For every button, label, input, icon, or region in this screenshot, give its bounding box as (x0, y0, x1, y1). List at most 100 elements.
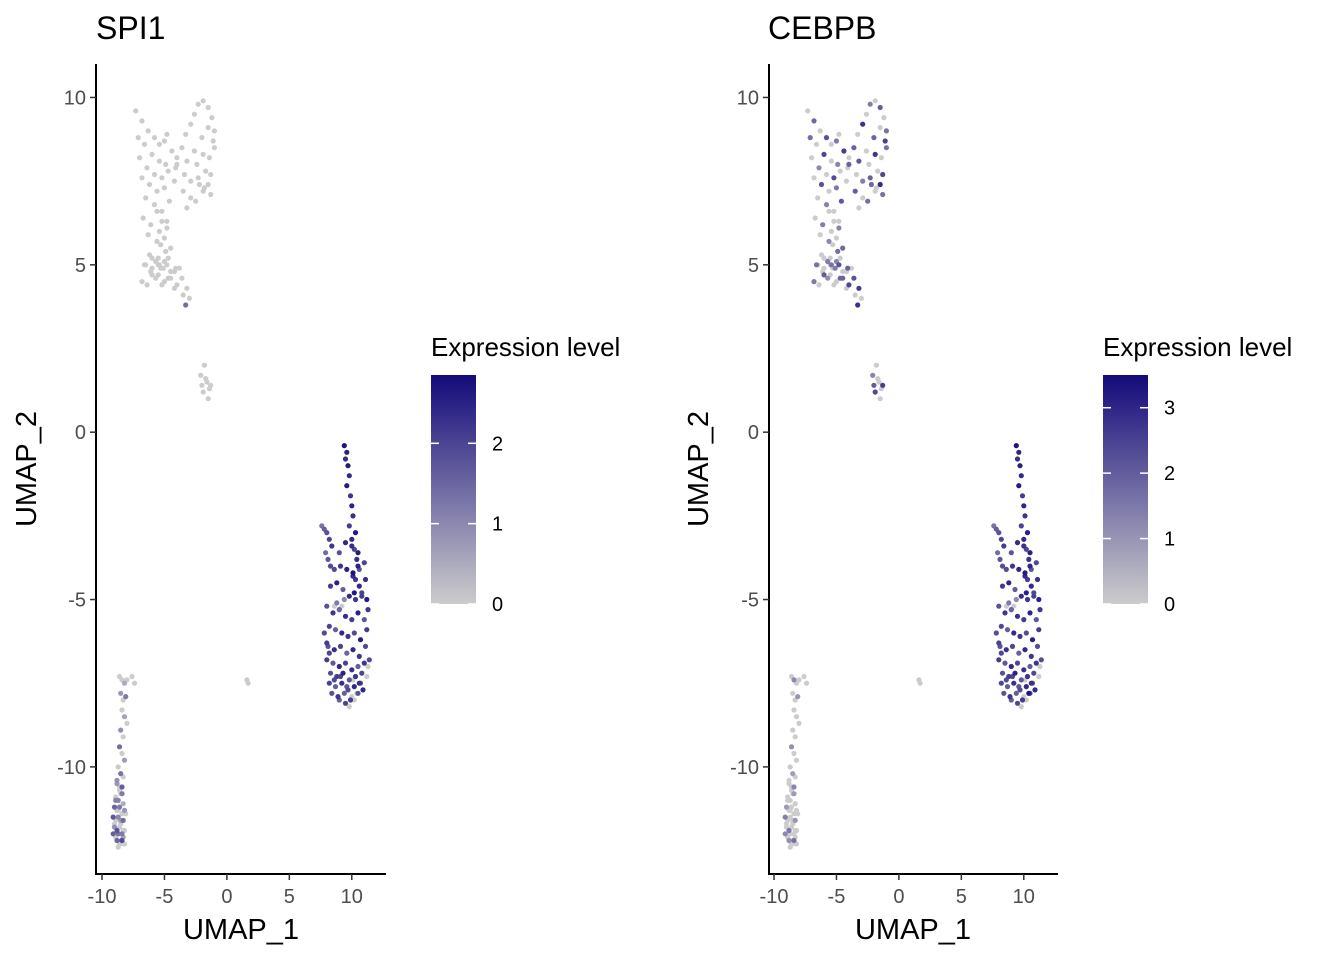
data-point (999, 563, 1006, 569)
data-point (349, 617, 355, 623)
data-point (208, 382, 214, 388)
data-point (165, 275, 171, 281)
data-point (145, 128, 151, 134)
data-point (1014, 660, 1021, 666)
data-point (139, 279, 145, 285)
data-point (188, 178, 194, 184)
data-point (332, 684, 339, 690)
data-point (836, 218, 842, 224)
data-point (996, 530, 1002, 536)
data-point (832, 265, 838, 271)
data-point (788, 744, 795, 750)
data-point (121, 680, 128, 686)
data-point (153, 275, 159, 281)
y-tick-label: 0 (748, 422, 759, 444)
data-point (1004, 627, 1011, 633)
data-point (344, 449, 350, 455)
data-point (1002, 610, 1008, 616)
data-point (873, 185, 880, 191)
data-point (184, 158, 190, 164)
data-point (203, 168, 209, 174)
data-point (188, 121, 194, 127)
data-point (131, 680, 138, 686)
x-tick-label: 10 (341, 886, 363, 908)
data-point (323, 550, 329, 556)
data-point (786, 777, 792, 783)
data-point (349, 543, 355, 549)
data-point (1001, 690, 1007, 696)
data-point (999, 670, 1006, 676)
data-point (326, 623, 332, 629)
data-point (1026, 690, 1032, 696)
data-point (783, 804, 790, 810)
data-point (119, 837, 125, 844)
data-point (815, 195, 821, 201)
colorbar-legend: Expression level 0 1 2 (431, 332, 620, 616)
data-point (792, 734, 798, 740)
data-point (1014, 613, 1021, 619)
x-tick-label: -10 (760, 886, 789, 908)
x-axis-label: UMAP_1 (855, 914, 971, 946)
data-point (159, 218, 165, 224)
data-point (835, 248, 841, 254)
data-point (336, 663, 342, 670)
data-point (821, 151, 827, 157)
data-point (1022, 570, 1028, 576)
data-point (1011, 630, 1017, 636)
x-tick-label: -5 (828, 886, 846, 908)
data-point (787, 764, 793, 770)
data-point (1007, 694, 1013, 700)
y-ticks: 10 5 0 -5 -10 (730, 87, 769, 779)
data-point (875, 168, 881, 174)
data-point (846, 282, 852, 288)
data-point (180, 188, 186, 194)
data-point (843, 178, 850, 184)
data-point (840, 275, 846, 281)
x-tick-label: -10 (88, 886, 117, 908)
data-point (164, 218, 170, 224)
data-point (118, 771, 124, 777)
data-point (1024, 673, 1031, 680)
data-point (245, 680, 251, 686)
data-point (200, 151, 206, 157)
data-point (168, 268, 174, 275)
data-point (161, 185, 167, 191)
data-point (1028, 653, 1034, 660)
data-point (191, 148, 197, 154)
data-point (156, 228, 162, 234)
data-point (883, 145, 890, 151)
data-point (346, 473, 352, 479)
data-point (120, 734, 126, 740)
data-point (811, 175, 817, 181)
data-point (1021, 543, 1027, 549)
x-tick-label: 0 (221, 886, 232, 908)
data-point (345, 687, 351, 693)
data-point (1024, 596, 1031, 603)
data-point (324, 530, 330, 536)
data-point (355, 610, 361, 616)
data-point (203, 376, 209, 382)
data-point (795, 694, 801, 700)
data-point (339, 630, 345, 636)
data-point (996, 657, 1002, 663)
data-point (342, 613, 349, 619)
data-point (1008, 550, 1014, 556)
data-point (161, 235, 167, 241)
data-point (837, 255, 843, 261)
data-point (165, 255, 171, 261)
data-point (149, 151, 155, 157)
y-ticks: 10 5 0 -5 -10 (57, 87, 96, 779)
data-point (856, 205, 862, 211)
data-point (146, 181, 153, 188)
data-point (355, 690, 361, 696)
data-point (995, 550, 1001, 556)
colorbar-tick-label: 1 (1164, 529, 1175, 551)
data-point (195, 175, 201, 181)
data-point (917, 680, 923, 686)
data-point (159, 282, 165, 288)
data-point (1018, 593, 1024, 599)
data-point (792, 801, 798, 807)
data-point (1028, 583, 1034, 589)
data-point (1033, 617, 1039, 623)
data-point (795, 811, 801, 817)
